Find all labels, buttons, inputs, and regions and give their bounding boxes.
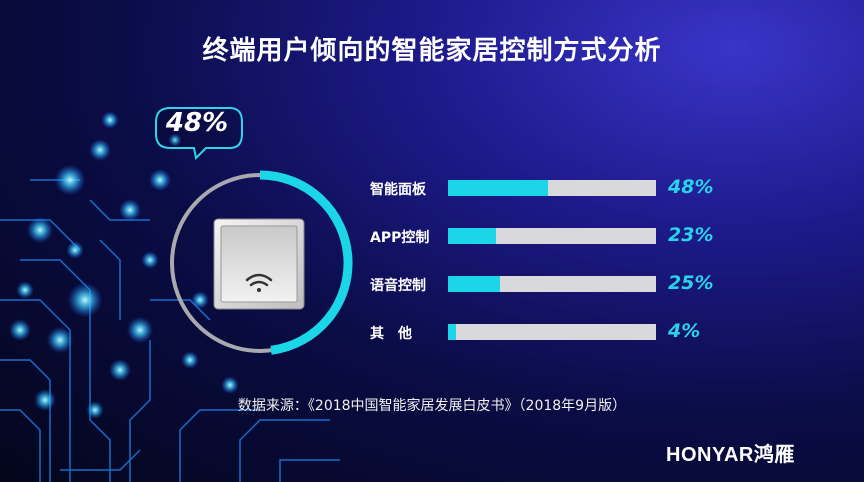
brand-name-cn: 鸿雁 xyxy=(753,444,795,466)
bar-value-label: 4% xyxy=(668,320,701,342)
bar-value-label: 23% xyxy=(668,224,714,246)
bar xyxy=(448,324,456,340)
page-title: 终端用户倾向的智能家居控制方式分析 xyxy=(202,36,662,66)
bar-label: APP控制 xyxy=(370,230,430,246)
percentage-ring xyxy=(170,170,353,355)
bar-track xyxy=(448,228,656,244)
bar-track xyxy=(448,324,656,340)
bar-track xyxy=(448,276,656,292)
bar xyxy=(448,228,496,244)
brand-name-en: HONYAR xyxy=(666,444,754,466)
ring-progress-arc xyxy=(259,170,353,355)
brand-logo: HONYAR鸿雁 xyxy=(666,438,795,467)
bar-value-label: 25% xyxy=(668,272,714,294)
data-source-note: 数据来源：《2018中国智能家居发展白皮书》（2018年9月版） xyxy=(237,398,627,414)
bar xyxy=(448,180,548,196)
bar-track xyxy=(448,180,656,196)
bar-value-label: 48% xyxy=(668,176,714,198)
highlight-value: 48% xyxy=(165,108,229,138)
smart-panel-icon xyxy=(213,218,305,310)
bar xyxy=(448,276,500,292)
bar-label: 其 他 xyxy=(370,326,412,342)
wifi-icon xyxy=(245,273,273,292)
bar-label: 智能面板 xyxy=(370,182,426,198)
bar-label: 语音控制 xyxy=(370,278,426,294)
highlight-bubble xyxy=(155,107,243,160)
